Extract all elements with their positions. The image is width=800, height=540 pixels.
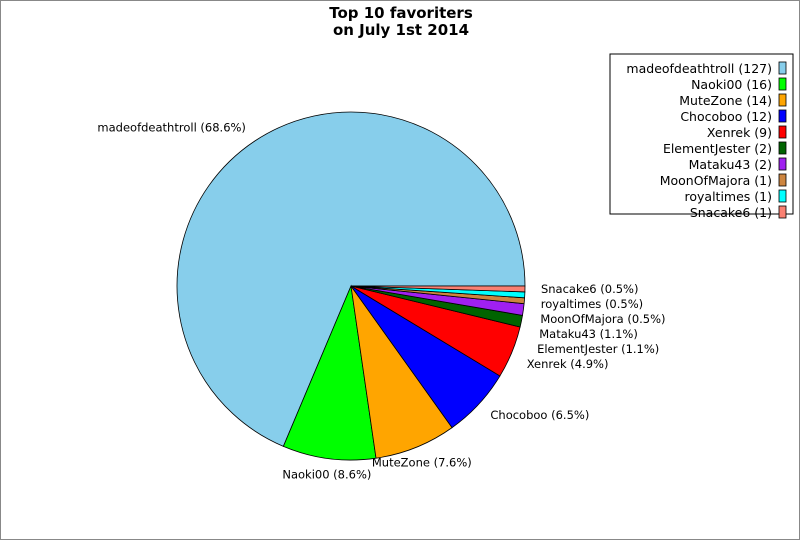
legend-swatch-Xenrek: [778, 125, 787, 139]
pie-slice-madeofdeathtroll: [176, 111, 526, 447]
legend-entry-madeofdeathtroll: madeofdeathtroll (127): [626, 61, 772, 76]
legend-swatch-Snacake6: [778, 205, 787, 219]
slice-label-ElementJester: ElementJester (1.1%): [537, 342, 659, 356]
slice-label-MuteZone: MuteZone (7.6%): [372, 455, 472, 469]
legend-swatch-ElementJester: [778, 141, 787, 155]
slice-label-Naoki00: Naoki00 (8.6%): [282, 467, 371, 481]
pie-slice-Naoki00: [282, 284, 377, 461]
slice-label-Mataku43: Mataku43 (1.1%): [539, 327, 638, 341]
legend-entry-Mataku43: Mataku43 (2): [689, 157, 772, 172]
slice-label-Xenrek: Xenrek (4.9%): [527, 357, 609, 371]
legend-swatch-royaltimes: [778, 189, 787, 203]
legend-box: [609, 53, 794, 215]
legend-entry-Snacake6: Snacake6 (1): [690, 205, 772, 220]
chart-title-line-1: Top 10 favoriters: [329, 4, 473, 22]
legend-swatch-Chocoboo: [778, 109, 787, 123]
legend-entry-Naoki00: Naoki00 (16): [691, 77, 772, 92]
legend-entry-MoonOfMajora: MoonOfMajora (1): [660, 173, 772, 188]
slice-label-MoonOfMajora: MoonOfMajora (0.5%): [540, 312, 665, 326]
slice-label-madeofdeathtroll: madeofdeathtroll (68.6%): [97, 121, 246, 135]
legend-entry-royaltimes: royaltimes (1): [685, 189, 772, 204]
legend-swatch-MuteZone: [778, 93, 787, 107]
legend-entry-MuteZone: MuteZone (14): [679, 93, 772, 108]
legend-swatch-madeofdeathtroll: [778, 61, 787, 75]
chart-title-line-2: on July 1st 2014: [333, 21, 469, 39]
legend-entry-ElementJester: ElementJester (2): [663, 141, 772, 156]
legend-swatch-MoonOfMajora: [778, 173, 787, 187]
slice-label-Snacake6: Snacake6 (0.5%): [541, 282, 639, 296]
legend-entry-Xenrek: Xenrek (9): [707, 125, 772, 140]
legend-swatch-Naoki00: [778, 77, 787, 91]
slice-label-royaltimes: royaltimes (0.5%): [541, 297, 643, 311]
pie-slice-Snacake6: [350, 285, 526, 293]
legend-swatch-Mataku43: [778, 157, 787, 171]
legend-entry-Chocoboo: Chocoboo (12): [680, 109, 772, 124]
slice-label-Chocoboo: Chocoboo (6.5%): [490, 408, 589, 422]
